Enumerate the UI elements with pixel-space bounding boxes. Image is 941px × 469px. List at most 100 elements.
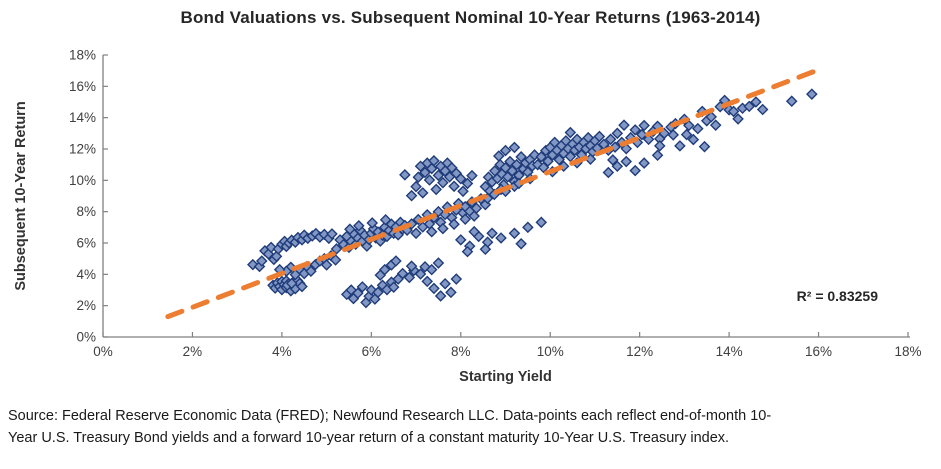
scatter-point bbox=[466, 169, 478, 182]
scatter-point bbox=[636, 128, 648, 141]
scatter-point bbox=[709, 119, 722, 131]
scatter-point bbox=[542, 155, 554, 168]
scatter-point bbox=[535, 216, 548, 229]
scatter-point bbox=[564, 126, 577, 139]
scatter-point bbox=[454, 172, 467, 185]
y-tick-label: 4% bbox=[76, 267, 96, 282]
scatter-point bbox=[439, 277, 451, 290]
scatter-point bbox=[564, 150, 577, 163]
y-tick-label: 10% bbox=[69, 173, 96, 188]
scatter-point bbox=[405, 218, 418, 230]
scatter-point bbox=[330, 243, 343, 255]
scatter-point bbox=[604, 133, 617, 146]
scatter-point bbox=[667, 129, 679, 141]
scatter-point bbox=[289, 268, 302, 281]
scatter-point bbox=[410, 180, 422, 193]
scatter-point bbox=[508, 227, 521, 240]
scatter-point bbox=[806, 88, 818, 100]
scatter-point bbox=[611, 160, 624, 173]
scatter-point bbox=[638, 157, 650, 169]
scatter-point bbox=[515, 237, 527, 250]
scatter-point bbox=[412, 171, 425, 183]
scatter-point bbox=[425, 263, 438, 276]
scatter-point bbox=[421, 275, 434, 288]
scatter-point bbox=[785, 95, 798, 108]
scatter-point bbox=[352, 287, 364, 299]
scatter-point bbox=[416, 187, 429, 199]
scatter-point bbox=[651, 149, 664, 162]
axes bbox=[102, 54, 910, 338]
x-tick-label: 6% bbox=[362, 344, 382, 359]
scatter-series bbox=[247, 88, 818, 309]
scatter-point bbox=[437, 176, 449, 189]
scatter-point bbox=[611, 127, 624, 140]
scatter-point bbox=[607, 154, 619, 166]
scatter-point bbox=[553, 153, 565, 166]
source-note-line1: Source: Federal Reserve Economic Data (F… bbox=[8, 408, 772, 424]
scatter-point bbox=[366, 217, 379, 229]
x-tick-label: 8% bbox=[451, 344, 471, 359]
y-tick-label: 0% bbox=[76, 330, 96, 345]
trend-line bbox=[165, 68, 817, 320]
scatter-point bbox=[378, 263, 391, 276]
scatter-point bbox=[437, 222, 449, 235]
scatter-point bbox=[329, 254, 342, 266]
x-axis-title: Starting Yield bbox=[459, 369, 552, 385]
scatter-point bbox=[305, 265, 317, 277]
scatter-point bbox=[425, 225, 438, 238]
x-tick-label: 2% bbox=[183, 344, 203, 359]
scatter-point bbox=[361, 240, 373, 252]
scatter-point bbox=[448, 180, 460, 193]
scatter-point bbox=[522, 221, 534, 234]
scatter-point bbox=[510, 158, 523, 171]
scatter-plot: 0% 2% 4% 6% 8% 10% 12% 14% 16% 18% 0% 2% 4% 6% 8% 10% 12… bbox=[69, 48, 922, 360]
y-tick-label: 6% bbox=[76, 236, 96, 251]
scatter-point bbox=[428, 154, 440, 167]
scatter-point bbox=[344, 223, 356, 236]
y-tick-label: 2% bbox=[76, 298, 96, 313]
x-tick-label: 4% bbox=[272, 344, 292, 359]
scatter-point bbox=[461, 245, 474, 258]
scatter-point bbox=[629, 124, 641, 136]
scatter-point bbox=[508, 141, 521, 154]
scatter-point bbox=[698, 140, 711, 153]
scatter-point bbox=[537, 161, 550, 174]
scatter-point bbox=[743, 100, 756, 113]
scatter-point bbox=[448, 218, 460, 230]
scatter-point bbox=[430, 183, 442, 196]
scatter-point bbox=[387, 281, 400, 293]
scatter-point bbox=[479, 243, 492, 256]
scatter-point bbox=[495, 232, 507, 244]
scatter-point bbox=[285, 277, 298, 290]
scatter-point bbox=[353, 219, 365, 232]
scatter-point bbox=[642, 133, 655, 146]
source-note: Source: Federal Reserve Economic Data (F… bbox=[8, 406, 933, 449]
scatter-point bbox=[379, 214, 392, 226]
scatter-point bbox=[593, 130, 606, 143]
scatter-point bbox=[390, 255, 402, 267]
scatter-point bbox=[434, 290, 447, 302]
y-tick-label: 8% bbox=[76, 204, 96, 219]
x-tick-label: 12% bbox=[626, 344, 653, 359]
scatter-point bbox=[756, 103, 769, 116]
scatter-point bbox=[414, 268, 427, 280]
scatter-point bbox=[468, 210, 480, 222]
scatter-point bbox=[326, 228, 338, 240]
scatter-point bbox=[432, 257, 445, 269]
scatter-point bbox=[423, 174, 436, 186]
scatter-point bbox=[403, 271, 416, 284]
y-tick-label: 16% bbox=[69, 79, 96, 94]
scatter-point bbox=[680, 128, 693, 141]
scatter-point bbox=[618, 119, 630, 131]
y-tick-label: 12% bbox=[69, 142, 96, 157]
scatter-point bbox=[419, 166, 431, 179]
scatter-point bbox=[683, 119, 695, 132]
y-tick-label: 18% bbox=[69, 48, 96, 63]
scatter-point bbox=[531, 158, 544, 171]
source-note-line2: Year U.S. Treasury Bond yields and a for… bbox=[8, 429, 730, 446]
scatter-point bbox=[609, 141, 621, 153]
scatter-point bbox=[459, 213, 472, 225]
scatter-point bbox=[602, 166, 615, 179]
x-tick-label: 14% bbox=[716, 344, 743, 359]
